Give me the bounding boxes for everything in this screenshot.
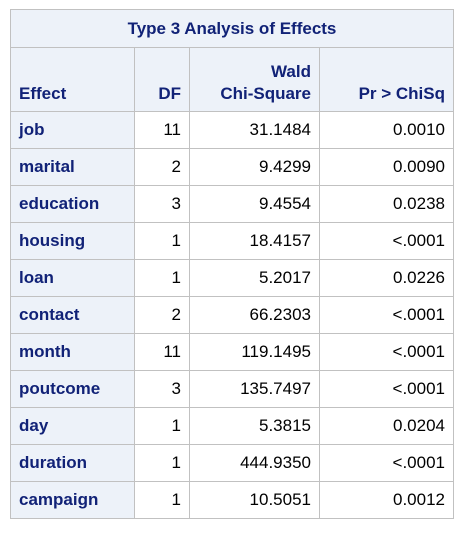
chi-square-cell: 444.9350 [189,444,320,482]
p-value-cell: 0.0012 [319,481,454,519]
df-cell: 2 [134,148,190,186]
table-row: campaign 1 10.5051 0.0012 [10,481,454,519]
table-row: loan 1 5.2017 0.0226 [10,259,454,297]
effect-cell: marital [10,148,135,186]
header-effect: Effect [10,47,135,112]
chi-square-cell: 31.1484 [189,111,320,149]
table-row: housing 1 18.4157 <.0001 [10,222,454,260]
effect-cell: job [10,111,135,149]
p-value-cell: <.0001 [319,333,454,371]
effect-cell: housing [10,222,135,260]
results-table-container: Type 3 Analysis of Effects Effect DF Wal… [10,9,454,519]
chi-square-cell: 9.4554 [189,185,320,223]
p-value-cell: 0.0090 [319,148,454,186]
effect-cell: education [10,185,135,223]
chi-square-cell: 9.4299 [189,148,320,186]
df-cell: 1 [134,444,190,482]
table-row: month 11 119.1495 <.0001 [10,333,454,371]
p-value-cell: <.0001 [319,444,454,482]
effect-cell: loan [10,259,135,297]
df-cell: 3 [134,370,190,408]
p-value-cell: 0.0238 [319,185,454,223]
header-wald-line2: Chi-Square [220,84,311,103]
p-value-cell: 0.0204 [319,407,454,445]
p-value-cell: <.0001 [319,222,454,260]
p-value-cell: <.0001 [319,296,454,334]
chi-square-cell: 66.2303 [189,296,320,334]
effect-cell: contact [10,296,135,334]
table-row: poutcome 3 135.7497 <.0001 [10,370,454,408]
table-row: day 1 5.3815 0.0204 [10,407,454,445]
p-value-cell: 0.0010 [319,111,454,149]
effect-cell: duration [10,444,135,482]
effect-cell: campaign [10,481,135,519]
table-row: marital 2 9.4299 0.0090 [10,148,454,186]
df-cell: 11 [134,333,190,371]
chi-square-cell: 135.7497 [189,370,320,408]
df-cell: 1 [134,222,190,260]
table-title: Type 3 Analysis of Effects [10,9,454,48]
df-cell: 2 [134,296,190,334]
effect-cell: month [10,333,135,371]
table-row: contact 2 66.2303 <.0001 [10,296,454,334]
header-df: DF [134,47,190,112]
table-header-row: Effect DF Wald Chi-Square Pr > ChiSq [10,47,454,112]
chi-square-cell: 5.3815 [189,407,320,445]
effect-cell: poutcome [10,370,135,408]
chi-square-cell: 18.4157 [189,222,320,260]
header-wald-line1: Wald [271,62,311,81]
effect-cell: day [10,407,135,445]
chi-square-cell: 5.2017 [189,259,320,297]
type3-analysis-table: Type 3 Analysis of Effects Effect DF Wal… [10,9,454,519]
p-value-cell: <.0001 [319,370,454,408]
table-row: job 11 31.1484 0.0010 [10,111,454,149]
header-pr-chisq: Pr > ChiSq [319,47,454,112]
df-cell: 1 [134,259,190,297]
table-body: job 11 31.1484 0.0010 marital 2 9.4299 0… [10,111,454,519]
chi-square-cell: 119.1495 [189,333,320,371]
table-row: education 3 9.4554 0.0238 [10,185,454,223]
df-cell: 11 [134,111,190,149]
df-cell: 3 [134,185,190,223]
chi-square-cell: 10.5051 [189,481,320,519]
table-row: duration 1 444.9350 <.0001 [10,444,454,482]
df-cell: 1 [134,407,190,445]
header-wald-chi-square: Wald Chi-Square [189,47,320,112]
p-value-cell: 0.0226 [319,259,454,297]
df-cell: 1 [134,481,190,519]
table-title-row: Type 3 Analysis of Effects [10,9,454,48]
